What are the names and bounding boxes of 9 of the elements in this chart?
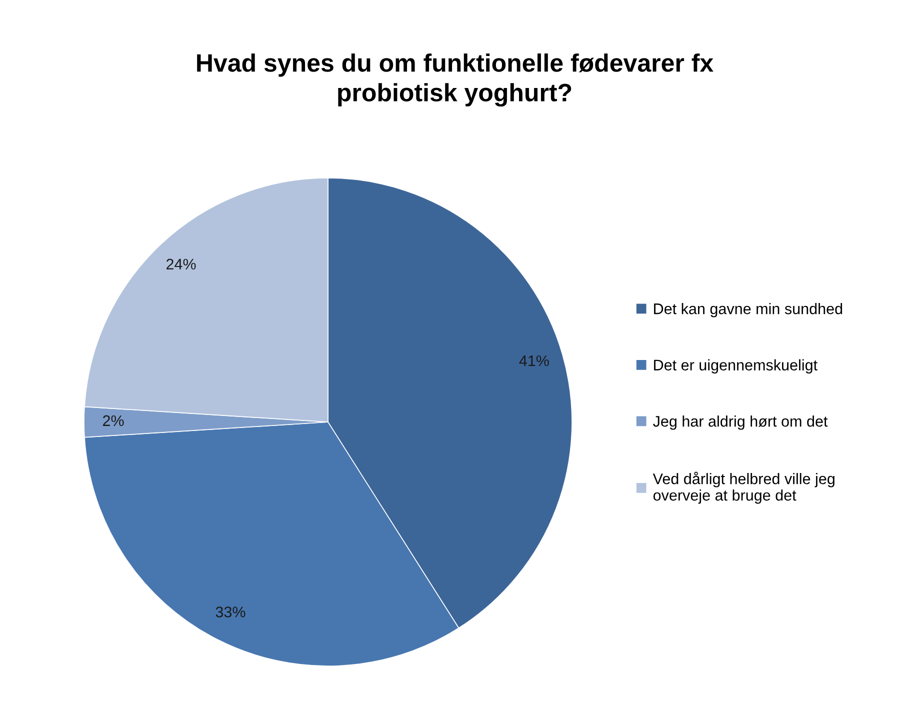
data-label: 33% bbox=[216, 606, 246, 618]
legend-label: Jeg har aldrig hørt om det bbox=[653, 416, 828, 430]
data-label: 2% bbox=[103, 415, 124, 426]
data-label: 41% bbox=[519, 355, 549, 366]
data-label: 24% bbox=[166, 258, 196, 270]
legend-label: Det er uigennemskueligt bbox=[654, 359, 818, 374]
legend-label: Ved dårligt helbred ville jeg overveje at bruge det bbox=[652, 472, 834, 504]
chart-title: Hvad synes du om funktionelle fødevarer fx probiotisk yoghurt? bbox=[197, 53, 714, 107]
legend-label: Det kan gavne min sundhed bbox=[654, 303, 842, 318]
